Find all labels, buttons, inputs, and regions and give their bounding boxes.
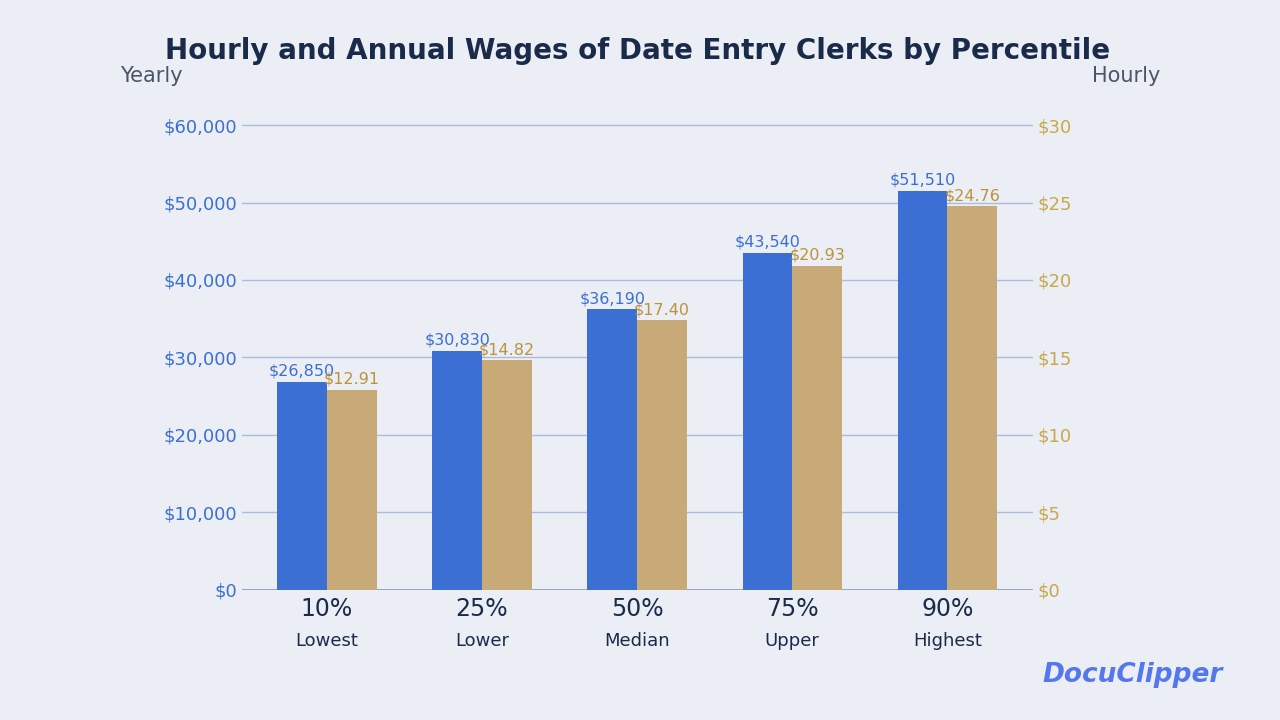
Text: Yearly: Yearly (119, 66, 182, 86)
Title: Hourly and Annual Wages of Date Entry Clerks by Percentile: Hourly and Annual Wages of Date Entry Cl… (165, 37, 1110, 65)
Bar (637, 320, 687, 590)
Text: Upper: Upper (764, 632, 819, 650)
Text: $24.76: $24.76 (945, 188, 1000, 203)
Bar (947, 206, 997, 590)
Text: $20.93: $20.93 (790, 248, 845, 263)
Text: $12.91: $12.91 (324, 372, 380, 387)
Text: $14.82: $14.82 (479, 342, 535, 357)
Bar (278, 382, 326, 590)
Text: $30,830: $30,830 (424, 333, 490, 348)
Bar (326, 390, 376, 590)
Text: $51,510: $51,510 (890, 173, 956, 188)
Text: Lowest: Lowest (296, 632, 358, 650)
Bar (433, 351, 483, 590)
Text: $26,850: $26,850 (269, 364, 335, 379)
Bar (588, 310, 637, 590)
Text: Hourly: Hourly (1092, 66, 1161, 86)
Text: $17.40: $17.40 (634, 302, 690, 317)
Bar (742, 253, 792, 590)
Text: Highest: Highest (913, 632, 982, 650)
Text: Median: Median (604, 632, 669, 650)
Bar (897, 191, 947, 590)
Bar (792, 266, 842, 590)
Text: DocuClipper: DocuClipper (1042, 662, 1222, 688)
Bar (483, 360, 531, 590)
Text: Lower: Lower (454, 632, 509, 650)
Text: $43,540: $43,540 (735, 235, 800, 249)
Text: $36,190: $36,190 (580, 292, 645, 307)
